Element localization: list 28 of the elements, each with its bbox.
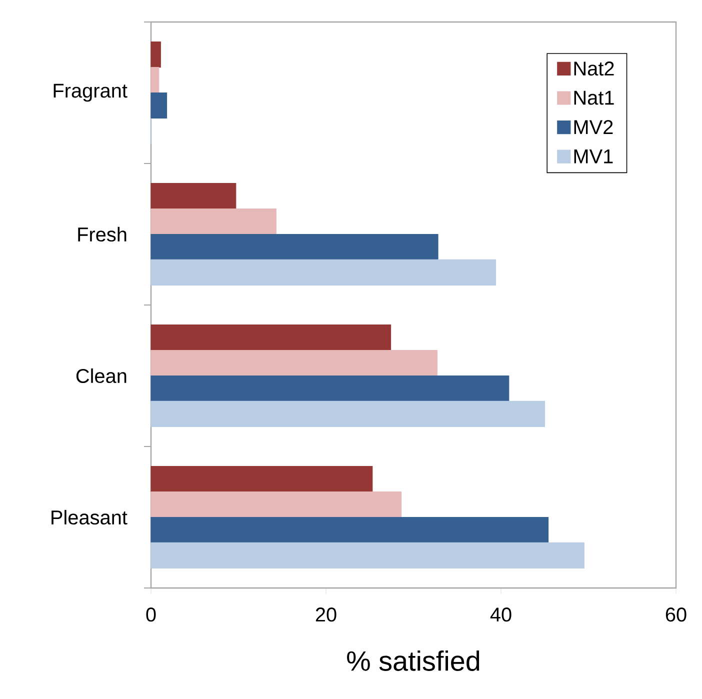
y-tick-label: Fresh xyxy=(78,226,126,242)
bar xyxy=(150,542,584,568)
bar xyxy=(150,400,546,427)
x-axis-title: % satisfied xyxy=(347,650,480,671)
bar xyxy=(150,42,161,68)
y-tick-label: Fragrant xyxy=(54,84,128,102)
bar xyxy=(150,491,402,518)
legend-label: Nat1 xyxy=(574,90,614,105)
bar xyxy=(150,350,438,376)
x-tick-label: 0 xyxy=(146,608,156,622)
legend-label: MV1 xyxy=(574,149,613,164)
x-tick-label: 40 xyxy=(490,608,512,622)
x-tick-label: 60 xyxy=(666,608,686,622)
bar xyxy=(150,324,392,351)
legend-label: MV2 xyxy=(574,120,613,134)
y-tick-label: Clean xyxy=(76,368,126,384)
bar xyxy=(150,516,549,544)
bar xyxy=(150,259,496,286)
bar xyxy=(150,375,510,402)
bar xyxy=(150,466,373,492)
bar xyxy=(150,208,276,235)
bar xyxy=(150,183,236,210)
bar xyxy=(150,66,160,94)
x-tick-label: 20 xyxy=(316,608,336,622)
bar xyxy=(150,92,168,119)
y-tick-label: Pleasant xyxy=(52,510,128,525)
legend-label: Nat2 xyxy=(574,62,614,76)
bar xyxy=(150,234,438,260)
